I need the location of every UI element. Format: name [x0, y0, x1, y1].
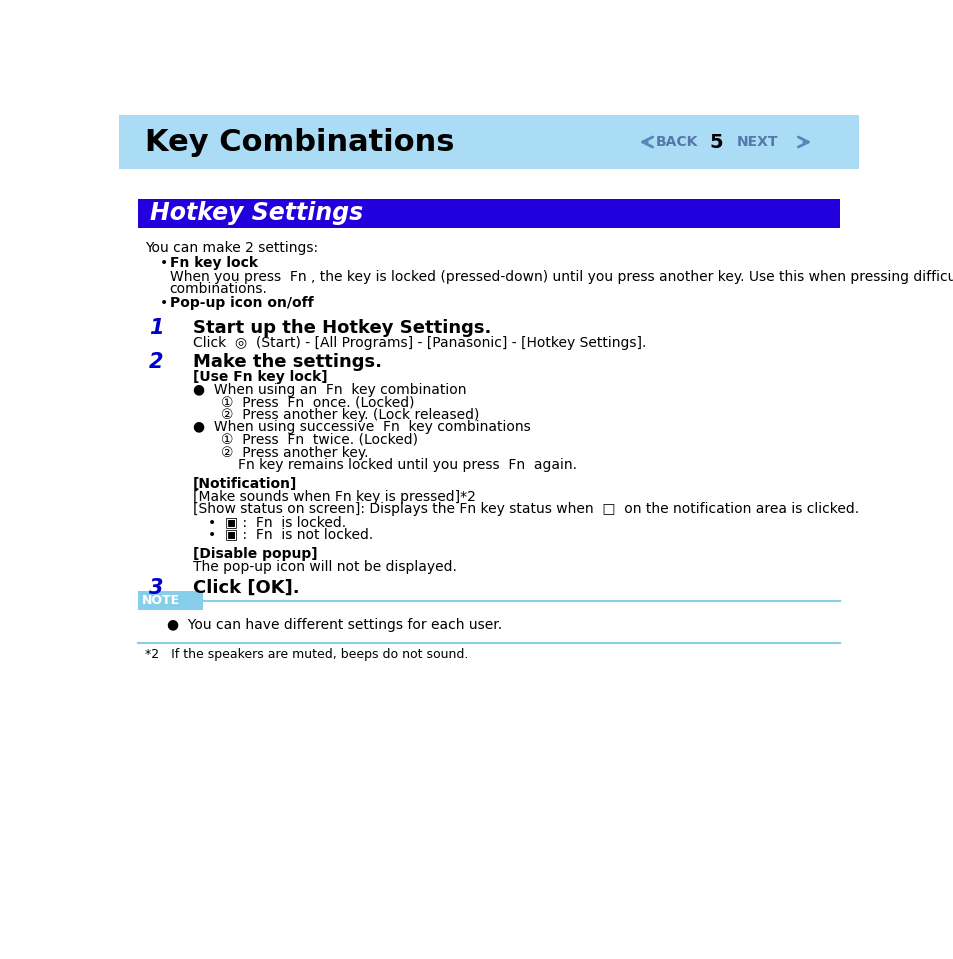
Text: NEXT: NEXT — [736, 135, 778, 149]
Text: 3: 3 — [149, 577, 163, 597]
Text: combinations.: combinations. — [170, 282, 267, 296]
Text: The pop-up icon will not be displayed.: The pop-up icon will not be displayed. — [193, 560, 456, 574]
Bar — [119, 115, 858, 169]
Text: [Disable popup]: [Disable popup] — [193, 548, 317, 561]
Text: Hotkey Settings: Hotkey Settings — [151, 201, 363, 225]
Text: [Notification]: [Notification] — [193, 478, 297, 491]
Text: Pop-up icon on/off: Pop-up icon on/off — [170, 295, 313, 310]
Text: Start up the Hotkey Settings.: Start up the Hotkey Settings. — [193, 318, 491, 337]
Text: You can make 2 settings:: You can make 2 settings: — [145, 241, 318, 255]
Text: NOTE: NOTE — [141, 594, 179, 607]
Text: Click  ◎  (Start) - [All Programs] - [Panasonic] - [Hotkey Settings].: Click ◎ (Start) - [All Programs] - [Pana… — [193, 336, 646, 349]
Text: Make the settings.: Make the settings. — [193, 354, 382, 371]
Bar — [137, 592, 203, 610]
Text: *2   If the speakers are muted, beeps do not sound.: *2 If the speakers are muted, beeps do n… — [145, 647, 468, 661]
Text: [Use Fn key lock]: [Use Fn key lock] — [193, 370, 328, 385]
Text: When you press  Fn , the key is locked (pressed-down) until you press another ke: When you press Fn , the key is locked (p… — [170, 269, 953, 284]
Text: ①  Press  Fn  twice. (Locked): ① Press Fn twice. (Locked) — [221, 433, 417, 447]
Text: ●  When using an  Fn  key combination: ● When using an Fn key combination — [193, 383, 466, 397]
Text: •  ▣ :  Fn  is not locked.: • ▣ : Fn is not locked. — [208, 527, 373, 542]
Text: 5: 5 — [709, 132, 722, 152]
Bar — [137, 199, 840, 228]
Text: ②  Press another key.: ② Press another key. — [221, 446, 369, 459]
Text: •: • — [160, 295, 176, 310]
Text: •: • — [160, 256, 176, 269]
Text: 2: 2 — [149, 353, 163, 372]
Text: Fn key lock: Fn key lock — [170, 256, 257, 269]
Text: Click [OK].: Click [OK]. — [193, 578, 299, 596]
Text: ●  When using successive  Fn  key combinations: ● When using successive Fn key combinati… — [193, 420, 531, 434]
Text: ●  You can have different settings for each user.: ● You can have different settings for ea… — [167, 618, 502, 632]
Text: Fn key remains locked until you press  Fn  again.: Fn key remains locked until you press Fn… — [237, 458, 576, 472]
Text: ①  Press  Fn  once. (Locked): ① Press Fn once. (Locked) — [221, 395, 415, 409]
Text: 1: 1 — [149, 317, 163, 338]
Text: •  ▣ :  Fn  is locked.: • ▣ : Fn is locked. — [208, 515, 346, 529]
Text: [Make sounds when Fn key is pressed]*2: [Make sounds when Fn key is pressed]*2 — [193, 490, 476, 503]
Text: BACK: BACK — [655, 135, 697, 149]
Text: ②  Press another key. (Lock released): ② Press another key. (Lock released) — [221, 408, 479, 422]
Text: [Show status on screen]: Displays the Fn key status when  □  on the notification: [Show status on screen]: Displays the Fn… — [193, 503, 859, 516]
Text: Key Combinations: Key Combinations — [145, 128, 455, 156]
